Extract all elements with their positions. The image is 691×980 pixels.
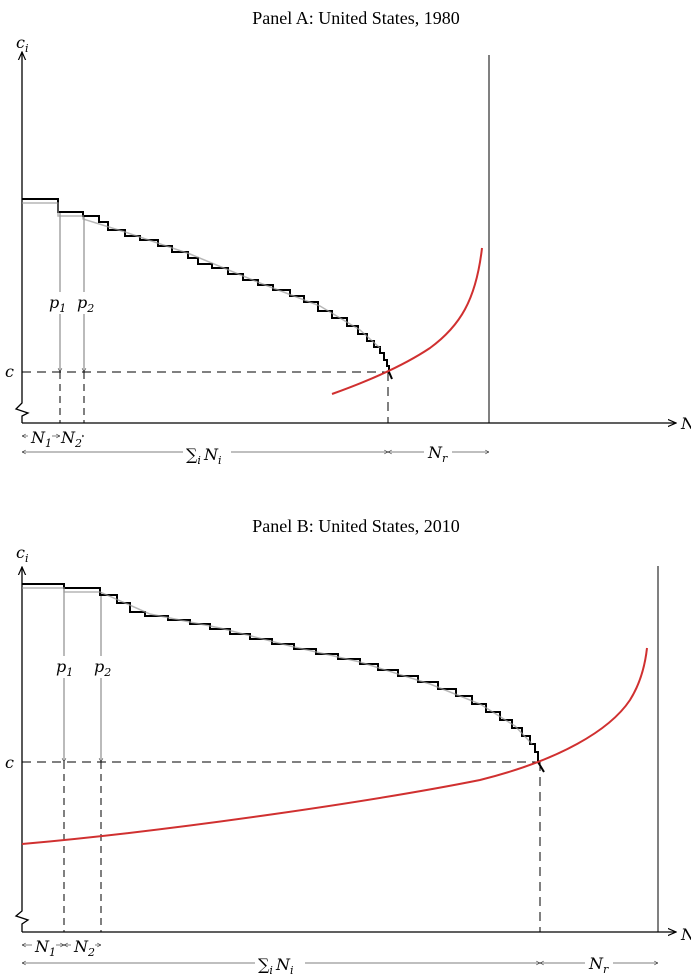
panel-a-p1-bg	[47, 292, 73, 314]
panel-a-y-axis-label: ci	[16, 33, 29, 55]
panel-b-n1-label: N1	[34, 937, 56, 959]
panel-a-nr-label: Nr	[427, 443, 448, 465]
panel-b-c-label: c	[5, 753, 14, 772]
panel-a-step-curve	[22, 198, 393, 380]
panel-b-p1-label: p1	[56, 657, 73, 679]
panel-a-p1-label: p1	[49, 293, 66, 315]
panel-a-title: Panel A: United States, 1980	[252, 8, 459, 28]
panel-a-step-shadow	[22, 202, 381, 349]
panel-b-nr-label: Nr	[588, 954, 609, 976]
panel-a-c-label: c	[5, 362, 14, 381]
panel-b: Panel B: United States, 2010 ci N c p1 p…	[5, 516, 691, 977]
panel-a-p2-label: p2	[77, 293, 94, 315]
panel-a-p2-bg	[73, 292, 99, 314]
panel-b-n2-label: N2	[73, 937, 95, 959]
panel-a-n2-label: N2	[60, 428, 82, 450]
panel-b-step-shadow	[22, 587, 533, 745]
panel-b-supply-curve	[21, 647, 648, 845]
panel-b-p2-label: p2	[94, 657, 111, 679]
panel-a-n1-label: N1	[30, 428, 52, 450]
panel-b-y-axis-label: ci	[16, 543, 29, 565]
panel-a-sum-label: ∑i Ni	[186, 445, 221, 467]
panel-a: Panel A: United States, 1980 ci N c p1 p…	[5, 8, 691, 467]
panel-a-axis-break	[14, 398, 30, 423]
panel-b-x-axis-label: N	[680, 925, 691, 944]
panel-b-title: Panel B: United States, 2010	[252, 516, 459, 536]
panel-a-supply-curve	[331, 247, 483, 395]
panel-a-x-axis-label: N	[680, 414, 691, 433]
panel-b-axis-break	[14, 906, 30, 932]
panel-b-sum-label: ∑i Ni	[258, 955, 293, 977]
